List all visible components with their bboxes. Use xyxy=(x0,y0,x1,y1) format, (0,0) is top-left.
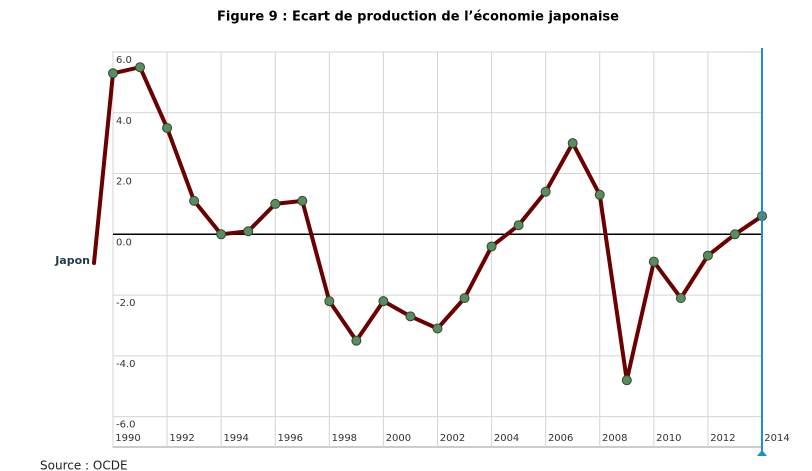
data-point xyxy=(243,226,254,237)
data-point xyxy=(567,138,578,149)
x-tick-label: 1996 xyxy=(278,433,303,444)
x-tick-label: 2004 xyxy=(494,433,519,444)
x-tick-label: 2012 xyxy=(710,433,735,444)
x-tick-label: 2000 xyxy=(386,433,411,444)
data-point xyxy=(513,220,524,231)
data-point xyxy=(486,241,497,252)
data-point xyxy=(108,68,118,79)
x-tick-label: 1992 xyxy=(169,433,194,444)
marks: Japon xyxy=(54,62,767,386)
data-point xyxy=(297,195,308,206)
y-tick-label: 6.0 xyxy=(116,55,132,66)
data-point xyxy=(135,62,146,73)
chart-title: Figure 9 : Ecart de production de l’écon… xyxy=(217,10,619,25)
x-tick-label: 2006 xyxy=(548,433,573,444)
data-point xyxy=(270,198,281,209)
data-point xyxy=(405,311,416,322)
data-point xyxy=(594,189,605,200)
series-label: Japon xyxy=(54,254,90,267)
x-tick-label: 2014 xyxy=(764,433,789,444)
x-tick-label: 2008 xyxy=(602,433,627,444)
data-point xyxy=(540,186,551,197)
data-point xyxy=(378,296,389,307)
series-connector xyxy=(92,71,115,265)
y-tick-label: -6.0 xyxy=(116,420,136,431)
data-point xyxy=(432,323,443,334)
data-point xyxy=(648,256,659,267)
x-tick-label: 2002 xyxy=(440,433,465,444)
y-tick-label: 0.0 xyxy=(116,237,132,248)
y-tick-label: -4.0 xyxy=(116,359,136,370)
y-tick-label: 2.0 xyxy=(116,177,132,188)
x-tick-label: 2010 xyxy=(656,433,681,444)
data-point xyxy=(324,296,335,307)
x-tick-label: 1994 xyxy=(223,433,248,444)
data-point xyxy=(459,293,470,304)
x-tick-label: 1998 xyxy=(332,433,357,444)
data-point xyxy=(189,195,200,206)
data-point xyxy=(216,229,227,240)
data-point xyxy=(702,250,713,261)
data-point xyxy=(621,375,632,386)
y-tick-label: -2.0 xyxy=(116,298,136,309)
x-tick-label: 1990 xyxy=(115,433,140,444)
data-point xyxy=(162,122,173,133)
grid: 6.0 4.0 2.0 0.0 -2.0 -4.0 -6.0 1990 1992 1994 1996… xyxy=(112,51,790,447)
y-tick-label: 4.0 xyxy=(116,116,132,127)
source: Source : OCDE xyxy=(40,459,128,471)
data-point xyxy=(675,293,686,304)
data-point xyxy=(729,229,740,240)
cursor-handle xyxy=(757,450,767,456)
data-point xyxy=(351,335,362,346)
